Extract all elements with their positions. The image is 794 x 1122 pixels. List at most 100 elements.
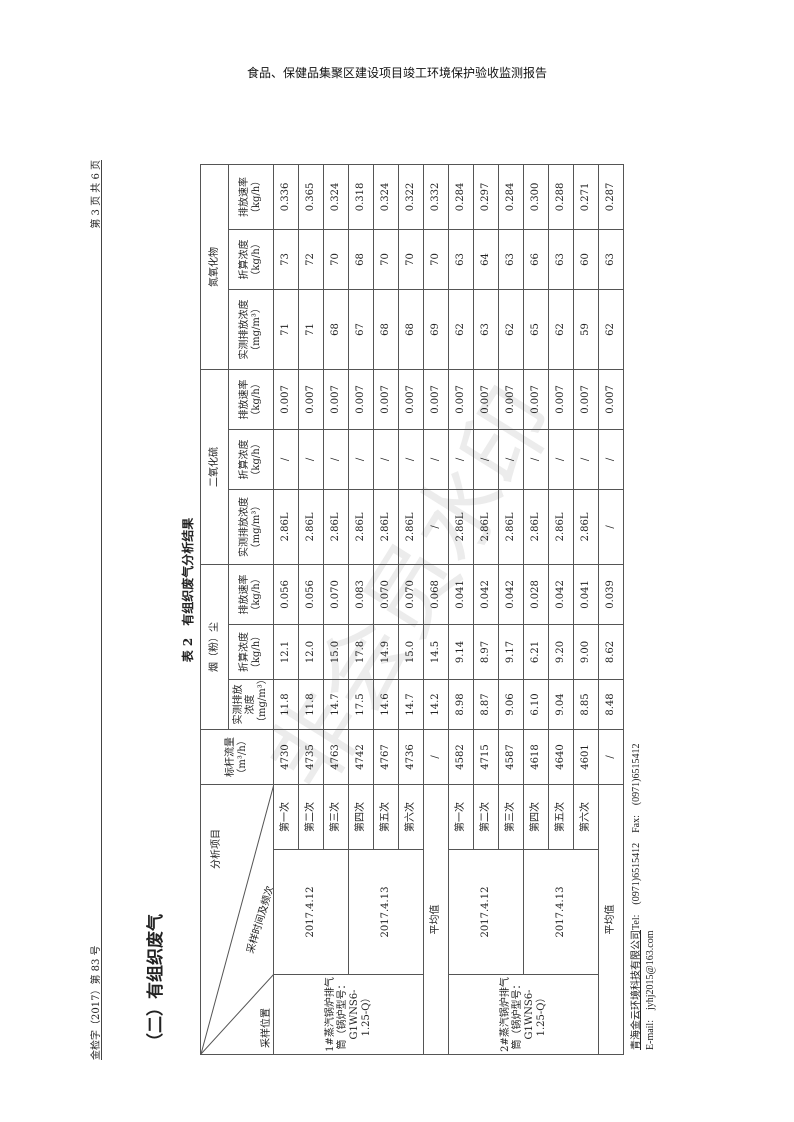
- group-header-nox: 氮氧化物: [200, 164, 229, 370]
- value-cell: 9.14: [448, 624, 474, 680]
- value-cell: 65: [523, 289, 549, 370]
- value-cell: /: [373, 429, 399, 490]
- value-cell: 15.0: [398, 624, 424, 680]
- value-cell: 0.322: [398, 164, 424, 230]
- value-cell: 0.324: [323, 164, 349, 230]
- value-cell: 4587: [498, 729, 524, 785]
- sub-header: 实测排放浓度（mg/m³）: [228, 679, 274, 730]
- average-value: 0.007: [423, 369, 449, 430]
- average-value: /: [598, 489, 624, 565]
- value-cell: 0.070: [323, 564, 349, 625]
- value-cell: /: [548, 429, 574, 490]
- sampling-location: 2#蒸汽锅炉排气筒（锅炉型号：G1WNS6-1.25-Q）: [448, 974, 599, 1055]
- value-cell: /: [348, 429, 374, 490]
- table-row: 2017.4.13 第四次 4742 17.5 17.8 0.083 2.86L/0.007…: [348, 164, 424, 1054]
- sub-header: 折算浓度（kg/h）: [228, 429, 274, 490]
- average-value: /: [423, 729, 449, 785]
- value-cell: 4763: [323, 729, 349, 785]
- sampling-date: 2017.4.13: [523, 849, 599, 975]
- value-cell: 0.324: [373, 164, 399, 230]
- value-cell: 8.98: [448, 679, 474, 730]
- value-cell: 0.007: [273, 369, 299, 430]
- average-value: 70: [423, 229, 449, 290]
- value-cell: 0.056: [273, 564, 299, 625]
- average-value: /: [598, 429, 624, 490]
- value-cell: 12.0: [298, 624, 324, 680]
- header-rule: [101, 160, 102, 1060]
- sampling-frequency: 第五次: [373, 784, 399, 850]
- value-cell: 68: [398, 289, 424, 370]
- average-value: 63: [598, 229, 624, 290]
- value-cell: 2.86L: [473, 489, 499, 565]
- sampling-frequency: 第三次: [498, 784, 524, 850]
- value-cell: /: [273, 429, 299, 490]
- value-cell: 0.336: [273, 164, 299, 230]
- value-cell: 0.007: [298, 369, 324, 430]
- value-cell: 0.007: [398, 369, 424, 430]
- value-cell: 62: [548, 289, 574, 370]
- value-cell: 2.86L: [348, 489, 374, 565]
- average-value: 14.2: [423, 679, 449, 730]
- value-cell: 64: [473, 229, 499, 290]
- footer-company: 青海金云环境科技有限公司: [631, 930, 642, 1050]
- table-row: 2017.4.13 第四次 4618 6.10 6.21 0.028 2.86L/0.007…: [523, 164, 599, 1054]
- value-cell: 9.04: [548, 679, 574, 730]
- average-value: 62: [598, 289, 624, 370]
- sub-header: 排放速率（kg/h）: [228, 369, 274, 430]
- value-cell: 6.21: [523, 624, 549, 680]
- average-value: 14.5: [423, 624, 449, 680]
- results-table: 分析项目 采样时间及频次 采样位置 标杆流量（m³/h） 烟（粉）尘 二氧化硫 …: [200, 164, 624, 1055]
- value-cell: 2.86L: [448, 489, 474, 565]
- value-cell: 62: [448, 289, 474, 370]
- value-cell: 70: [373, 229, 399, 290]
- value-cell: 0.284: [498, 164, 524, 230]
- value-cell: 66: [523, 229, 549, 290]
- value-cell: 6.10: [523, 679, 549, 730]
- value-cell: 11.8: [298, 679, 324, 730]
- value-cell: 0.300: [523, 164, 549, 230]
- flow-header: 标杆流量（m³/h）: [200, 729, 274, 785]
- sampling-date: 2017.4.13: [348, 849, 424, 975]
- value-cell: /: [323, 429, 349, 490]
- value-cell: 8.85: [573, 679, 599, 730]
- average-value: 0.332: [423, 164, 449, 230]
- average-value: 69: [423, 289, 449, 370]
- average-row: 平均值/14.2 14.5 0.068//0.007 69 70 0.332: [423, 164, 449, 1055]
- value-cell: 0.007: [348, 369, 374, 430]
- diagonal-header: 分析项目 采样时间及频次 采样位置: [200, 784, 274, 1055]
- value-cell: 17.5: [348, 679, 374, 730]
- value-cell: 0.042: [548, 564, 574, 625]
- value-cell: 68: [348, 229, 374, 290]
- average-value: /: [423, 429, 449, 490]
- value-cell: 9.17: [498, 624, 524, 680]
- value-cell: 63: [548, 229, 574, 290]
- average-value: 8.62: [598, 624, 624, 680]
- section-title: （二）有组织废气: [146, 914, 166, 1050]
- value-cell: 59: [573, 289, 599, 370]
- value-cell: 4767: [373, 729, 399, 785]
- value-cell: 4736: [398, 729, 424, 785]
- value-cell: 0.007: [523, 369, 549, 430]
- sampling-frequency: 第四次: [523, 784, 549, 850]
- value-cell: 0.288: [548, 164, 574, 230]
- value-cell: 73: [273, 229, 299, 290]
- sampling-frequency: 第三次: [323, 784, 349, 850]
- table-caption: 表 2 有组织废气分析结果: [181, 517, 195, 663]
- value-cell: 4715: [473, 729, 499, 785]
- table-row: 1#蒸汽锅炉排气筒（锅炉型号：G1WNS6-1.25-Q） 2017.4.12 第一…: [273, 164, 424, 1055]
- value-cell: 0.028: [523, 564, 549, 625]
- value-cell: 2.86L: [273, 489, 299, 565]
- footer: 青海金云环境科技有限公司Tel: (0971)6515412 Fax: (097…: [630, 743, 658, 1050]
- value-cell: /: [523, 429, 549, 490]
- value-cell: 2.86L: [498, 489, 524, 565]
- value-cell: 4618: [523, 729, 549, 785]
- value-cell: 9.00: [573, 624, 599, 680]
- value-cell: 0.007: [548, 369, 574, 430]
- diag-label-time: 采样时间及频次: [243, 884, 273, 955]
- value-cell: 0.284: [448, 164, 474, 230]
- value-cell: 63: [448, 229, 474, 290]
- value-cell: 2.86L: [573, 489, 599, 565]
- value-cell: 17.8: [348, 624, 374, 680]
- table-row: 2#蒸汽锅炉排气筒（锅炉型号：G1WNS6-1.25-Q） 2017.4.12 第一…: [448, 164, 599, 1055]
- footer-email: E-mail: jyhj2015@163.com: [645, 930, 656, 1050]
